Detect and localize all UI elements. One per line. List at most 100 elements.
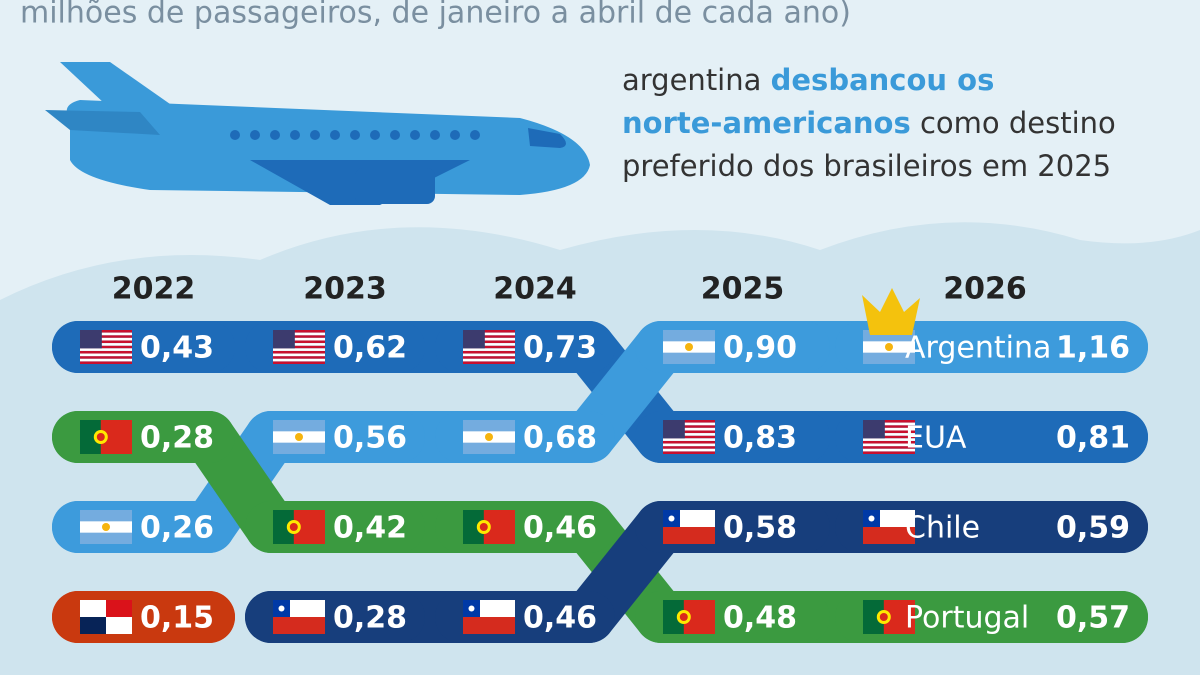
flag [80,361,132,364]
flag [485,433,493,441]
flag [273,348,325,351]
headline: preferido dos brasileiros em 2025 [622,149,1111,183]
flag [663,425,715,428]
flag [863,433,915,436]
year-label: 2023 [303,272,387,307]
headline: argentina desbancou os [622,63,994,97]
flag [863,443,915,447]
flag [863,420,885,439]
flag [80,617,106,634]
series-band: 0,15 [52,591,235,643]
flag [463,337,515,341]
flag [463,358,515,362]
flag [463,330,515,333]
flag [273,617,325,634]
flag [679,613,688,621]
flag [463,348,515,351]
flag [273,330,325,333]
flag [96,433,105,441]
flag [106,600,132,617]
legend-label: Portugal [905,601,1029,636]
flag [273,337,325,341]
flag [80,356,132,359]
flag [463,350,515,354]
value-label: 0,58 [723,511,797,546]
flag [868,515,875,522]
value-label: 0,15 [140,601,214,636]
value-label: 0,73 [523,331,597,366]
flag [863,427,915,431]
flag [863,527,915,544]
flag [80,335,132,338]
flag [273,340,325,344]
value-label: 0,43 [140,331,214,366]
flag [663,422,715,426]
flag [663,446,715,449]
year-label: 2025 [701,272,785,307]
flag [863,446,915,449]
year-label: 2022 [112,272,196,307]
value-label: 0,90 [723,331,797,366]
value-label: 0,57 [1056,601,1130,636]
flag [663,527,715,544]
value-label: 0,59 [1056,511,1130,546]
flag [273,361,325,364]
flag [863,422,915,426]
flag [273,332,325,336]
value-label: 0,48 [723,601,797,636]
legend-label: Argentina [905,331,1051,366]
flag [295,433,303,441]
flag [80,330,132,333]
flag [863,430,915,434]
series-band: 0,28 0,42 0,46 0,48 Portugal 0,57 [52,411,1148,643]
flag [663,600,684,634]
flag [273,510,294,544]
flag [479,523,488,531]
flag [463,353,515,357]
flag [863,600,884,634]
flag [463,356,515,359]
flag [463,345,515,349]
flag [663,440,715,444]
flag [278,605,285,612]
flag [663,420,685,439]
flag [863,451,915,454]
flag [463,330,485,349]
flag [273,356,325,359]
flag [668,515,675,522]
flag [663,435,715,439]
value-label: 0,28 [140,421,214,456]
flag [863,438,915,441]
flag [663,451,715,454]
flag [80,343,132,346]
legend-label: Chile [905,511,980,546]
legend-label: EUA [905,421,967,456]
value-label: 0,46 [523,601,597,636]
flag [663,427,715,431]
headline: norte-americanos como destino [622,106,1116,140]
flag [885,343,893,351]
flag [273,345,325,349]
year-label: 2024 [493,272,577,307]
flag [80,348,132,351]
value-label: 0,56 [333,421,407,456]
flag [80,350,132,354]
flag [80,330,102,349]
flag [80,358,132,362]
flag [273,358,325,362]
value-label: 0,81 [1056,421,1130,456]
flag [663,433,715,436]
flag [80,337,132,341]
series-band: 0,28 0,46 0,58 Chile 0,59 [245,501,1148,643]
flag [463,617,515,634]
flag [863,435,915,439]
flag [273,350,325,354]
value-label: 0,26 [140,511,214,546]
flag [273,343,325,346]
flag [663,420,715,423]
flag [463,510,484,544]
value-label: 0,28 [333,601,407,636]
flag [80,332,132,336]
flag [663,430,715,434]
flag [273,335,325,338]
